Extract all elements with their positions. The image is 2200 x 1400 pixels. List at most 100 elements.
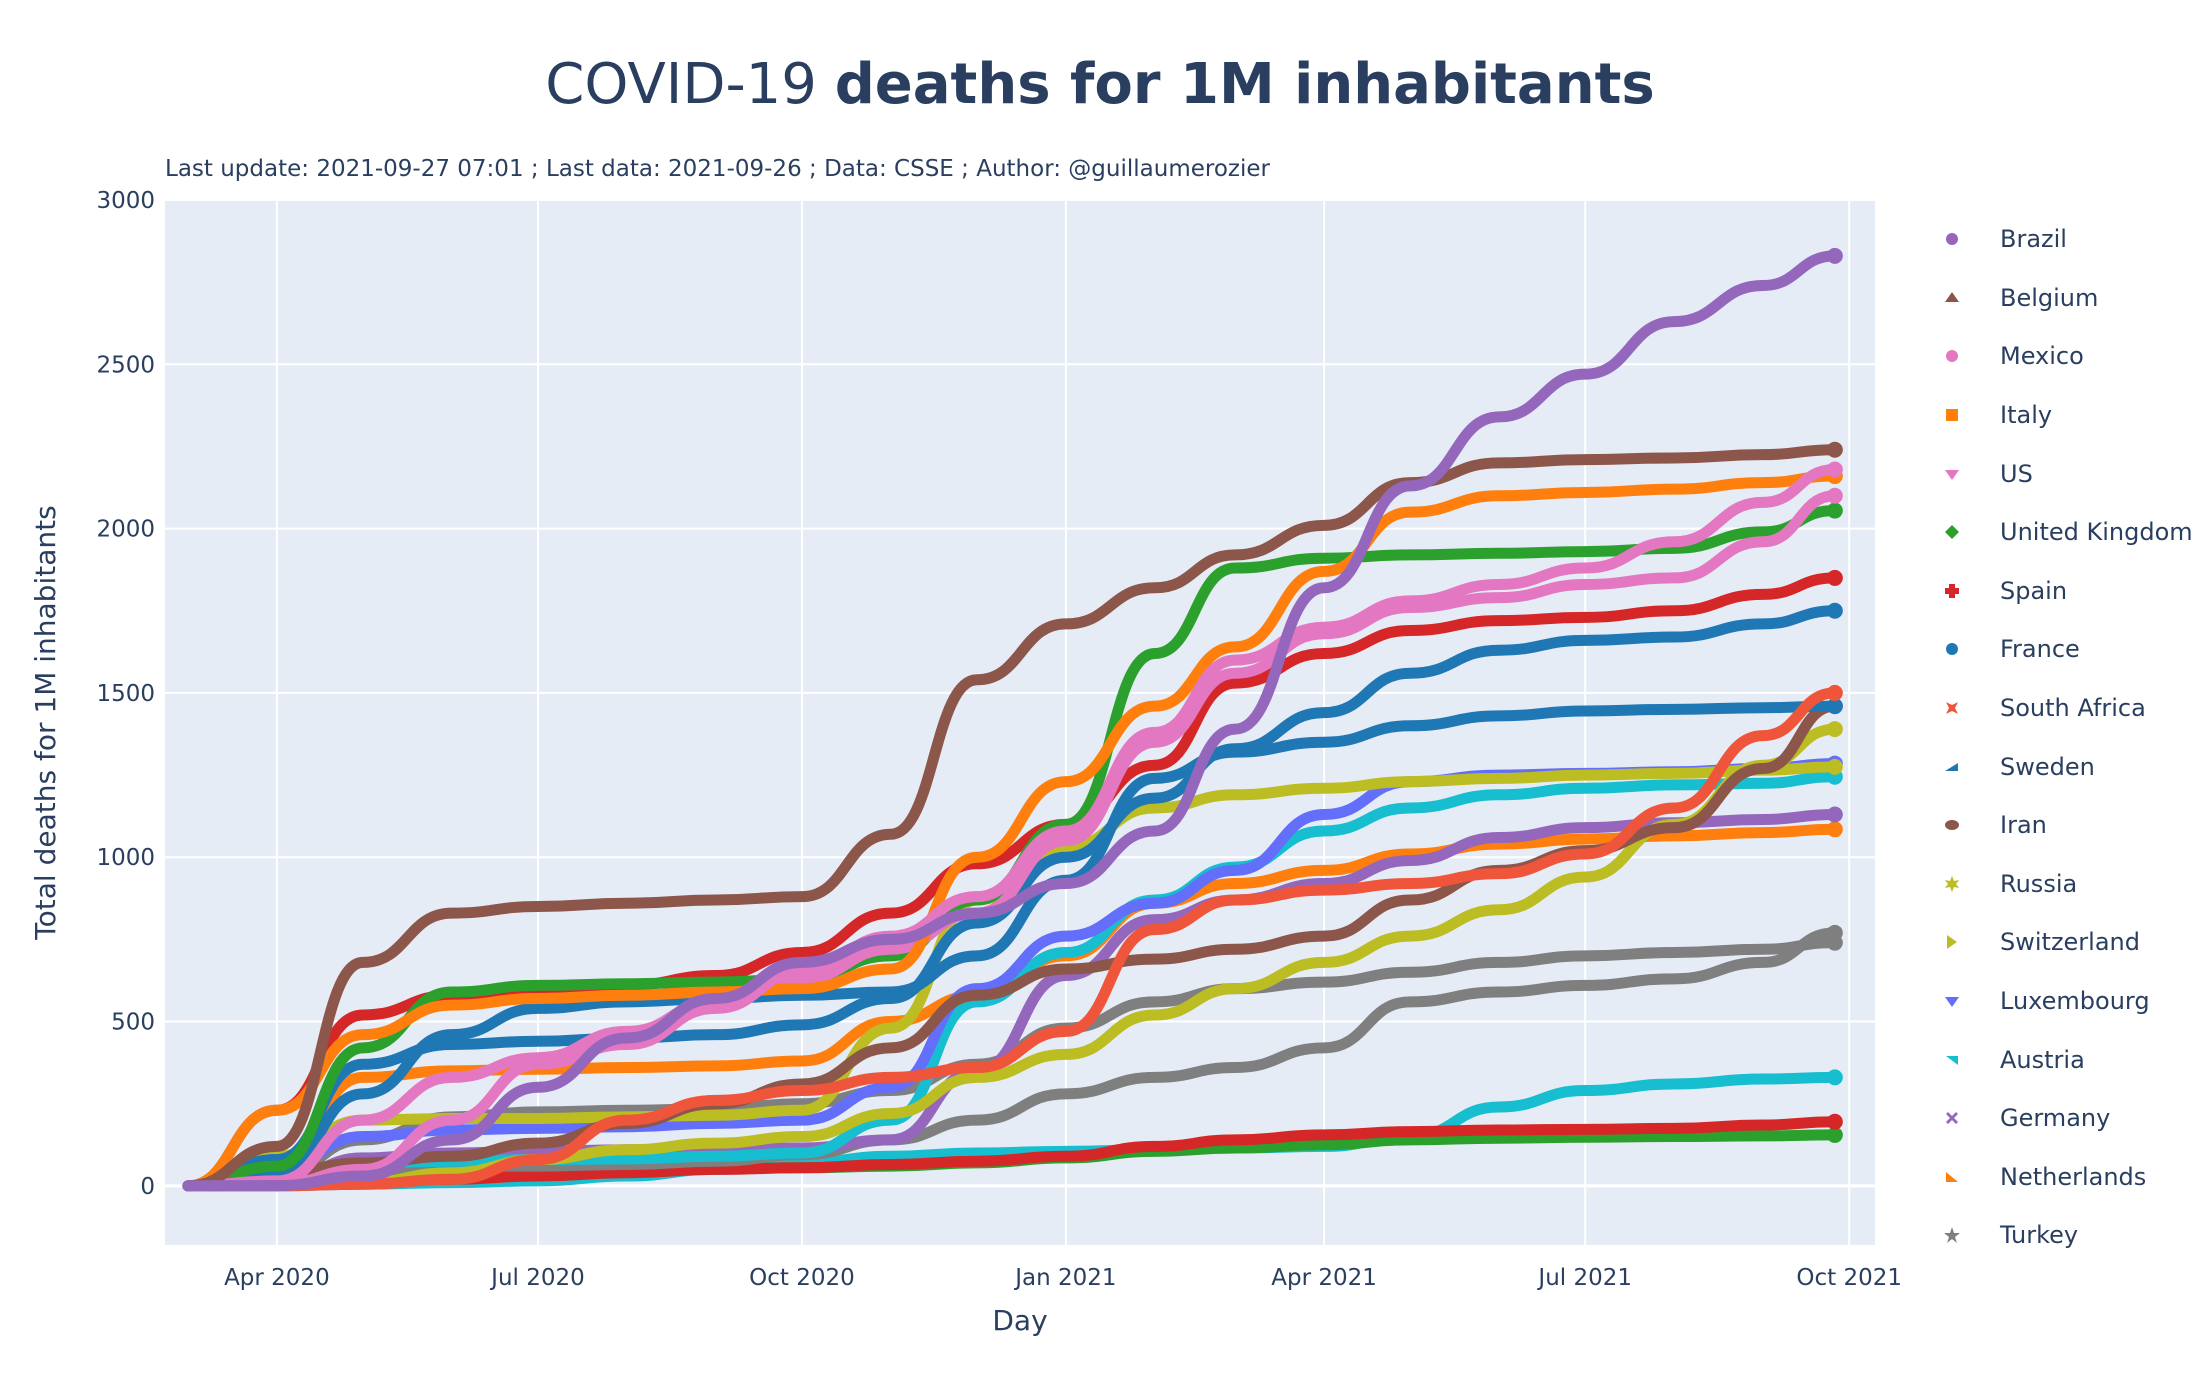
legend-star-icon (1940, 1223, 1964, 1247)
series-end-marker-turkey (1826, 924, 1843, 941)
legend-label: Germany (2000, 1104, 2111, 1133)
y-tick-label: 1500 (96, 681, 155, 707)
legend-triangle-left-icon (1940, 755, 1964, 779)
series-end-marker-france (1826, 602, 1843, 619)
legend-label: Mexico (2000, 342, 2084, 371)
chart-title: COVID-19 deaths for 1M inhabitants (0, 52, 2200, 117)
legend-label: Italy (2000, 401, 2053, 430)
y-axis-title: Total deaths for 1M inhabitants (29, 505, 62, 940)
legend-item-iran[interactable]: Iran (1940, 796, 2193, 855)
series-end-marker-low-green (1826, 1126, 1843, 1143)
legend-triangle-se-icon (1940, 1165, 1964, 1189)
legend-label: United Kingdom (2000, 518, 2193, 547)
x-ticks: Apr 2020 Jul 2020 Oct 2020 Jan 2021 Apr 2021… (224, 1265, 1902, 1291)
x-tick-label: Jul 2021 (1536, 1265, 1632, 1291)
legend-label: France (2000, 635, 2080, 664)
legend-x-thin-icon (1940, 696, 1964, 720)
legend-asterisk-icon (1940, 872, 1964, 896)
legend-item-spain[interactable]: Spain (1940, 562, 2193, 621)
legend-item-sweden[interactable]: Sweden (1940, 737, 2193, 796)
legend-item-germany[interactable]: Germany (1940, 1089, 2193, 1148)
x-axis-title: Day (992, 1304, 1047, 1337)
series-end-marker-mexico (1826, 461, 1843, 478)
series-group (182, 247, 1843, 1192)
x-tick-label: Oct 2021 (1796, 1265, 1902, 1291)
legend-label: Belgium (2000, 283, 2099, 312)
legend-label: Brazil (2000, 225, 2067, 254)
legend: Brazil Belgium Mexico Italy US United Kingdom… (1940, 210, 2193, 1265)
series-line-italy (182, 470, 1841, 1192)
series-end-marker-germany (1826, 806, 1843, 823)
legend-label: Spain (2000, 576, 2068, 605)
legend-label: Iran (2000, 811, 2047, 840)
legend-item-belgium[interactable]: Belgium (1940, 269, 2193, 328)
legend-item-mexico[interactable]: Mexico (1940, 327, 2193, 386)
legend-item-france[interactable]: France (1940, 620, 2193, 679)
legend-item-italy[interactable]: Italy (1940, 386, 2193, 445)
y-ticks: 0 500 1000 1500 2000 2500 3000 (96, 188, 155, 1200)
series-line-brazil (182, 250, 1841, 1192)
legend-item-switzerland[interactable]: Switzerland (1940, 913, 2193, 972)
series-end-marker-belgium (1826, 441, 1843, 458)
series-line-south-africa (182, 687, 1841, 1192)
y-tick-label: 500 (111, 1010, 155, 1036)
legend-diamond-icon (1940, 520, 1964, 544)
y-tick-label: 2500 (96, 352, 155, 378)
legend-item-united-kingdom[interactable]: United Kingdom (1940, 503, 2193, 562)
legend-triangle-up-icon (1940, 286, 1964, 310)
legend-triangle-down-icon (1940, 462, 1964, 486)
legend-label: Austria (2000, 1045, 2085, 1074)
legend-item-russia[interactable]: Russia (1940, 855, 2193, 914)
legend-label: South Africa (2000, 694, 2146, 723)
series-end-marker-south-africa (1826, 684, 1843, 701)
legend-hexagon-icon (1940, 813, 1964, 837)
y-tick-label: 2000 (96, 517, 155, 543)
series-end-marker-russia (1826, 721, 1843, 738)
y-tick-label: 1000 (96, 845, 155, 871)
legend-item-austria[interactable]: Austria (1940, 1030, 2193, 1089)
x-tick-label: Apr 2020 (224, 1265, 330, 1291)
series-end-marker-netherlands (1826, 821, 1843, 838)
legend-circle-icon (1940, 344, 1964, 368)
series-end-marker-low-cyan (1826, 1069, 1843, 1086)
y-tick-label: 0 (140, 1174, 155, 1200)
legend-triangle-down-icon (1940, 989, 1964, 1013)
legend-square-icon (1940, 403, 1964, 427)
legend-cross-icon (1940, 579, 1964, 603)
legend-circle-icon (1940, 637, 1964, 661)
y-tick-label: 3000 (96, 188, 155, 214)
legend-label: Turkey (2000, 1221, 2079, 1250)
legend-triangle-ne-icon (1940, 1048, 1964, 1072)
series-line-us (182, 490, 1841, 1192)
legend-label: US (2000, 459, 2033, 488)
legend-label: Sweden (2000, 752, 2095, 781)
chart-subtitle: Last update: 2021-09-27 07:01 ; Last dat… (165, 156, 1270, 182)
series-end-marker-united-kingdom (1826, 502, 1843, 519)
legend-item-south-africa[interactable]: South Africa (1940, 679, 2193, 738)
series-line-france (182, 605, 1841, 1192)
legend-triangle-right-icon (1940, 930, 1964, 954)
series-end-marker-spain (1826, 569, 1843, 586)
legend-item-turkey[interactable]: Turkey (1940, 1206, 2193, 1265)
legend-x-icon (1940, 1106, 1964, 1130)
chart-title-prefix: COVID-19 (545, 52, 835, 117)
x-tick-label: Oct 2020 (749, 1265, 855, 1291)
x-tick-label: Jul 2020 (489, 1265, 585, 1291)
legend-label: Netherlands (2000, 1162, 2147, 1191)
legend-item-netherlands[interactable]: Netherlands (1940, 1148, 2193, 1207)
series-end-marker-sweden (1826, 698, 1843, 715)
legend-item-luxembourg[interactable]: Luxembourg (1940, 972, 2193, 1031)
legend-label: Luxembourg (2000, 987, 2150, 1016)
legend-label: Switzerland (2000, 928, 2140, 957)
chart-title-bold: deaths for 1M inhabitants (834, 52, 1655, 117)
legend-item-brazil[interactable]: Brazil (1940, 210, 2193, 269)
x-tick-label: Jan 2021 (1013, 1265, 1116, 1291)
series-end-marker-us (1826, 487, 1843, 504)
series-end-marker-switzerland (1826, 758, 1843, 775)
legend-item-us[interactable]: US (1940, 444, 2193, 503)
x-tick-label: Apr 2021 (1271, 1265, 1377, 1291)
legend-label: Russia (2000, 869, 2078, 898)
series-end-marker-peru-like-low-red- (1826, 1113, 1843, 1130)
series-line-belgium (182, 444, 1841, 1192)
